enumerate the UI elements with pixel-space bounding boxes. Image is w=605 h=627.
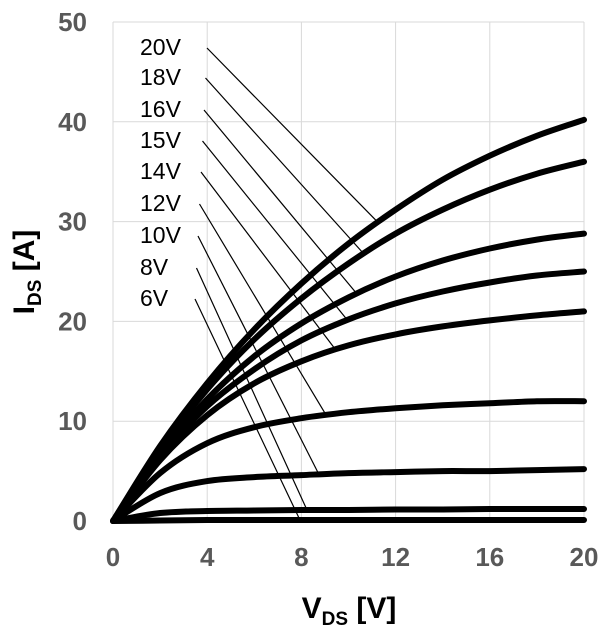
y-tick-label: 10 <box>58 406 87 436</box>
y-tick-label: 30 <box>58 207 87 237</box>
y-axis-title-unit: [A] <box>8 230 41 280</box>
x-tick-label: 12 <box>381 542 410 572</box>
leader-line <box>206 47 378 222</box>
curve-label-8v: 8V <box>140 254 169 280</box>
y-tick-label: 20 <box>58 306 87 336</box>
leader-line <box>197 235 319 473</box>
curve-label-15v: 15V <box>140 127 182 153</box>
x-tick-label: 16 <box>475 542 504 572</box>
curve-layer <box>110 116 587 524</box>
y-axis-title-sub: DS <box>25 280 46 306</box>
curve-12v <box>110 398 587 524</box>
x-axis-title-sub: DS <box>322 609 348 627</box>
y-axis-title-main: I <box>8 306 41 314</box>
curve-label-10v: 10V <box>140 222 182 248</box>
x-tick-label: 8 <box>294 542 308 572</box>
curve-6v <box>110 516 587 524</box>
curve-label-14v: 14V <box>140 158 182 184</box>
leader-line <box>202 140 347 319</box>
curve-label-20v: 20V <box>140 34 182 60</box>
curve-8v <box>110 505 587 524</box>
x-tick-label: 4 <box>200 542 215 572</box>
leader-line <box>194 298 300 519</box>
grid-layer <box>112 21 585 522</box>
y-tick-label: 40 <box>58 107 87 137</box>
y-tick-label: 50 <box>58 7 87 37</box>
curve-18v <box>110 158 587 524</box>
curve-10v <box>110 466 587 524</box>
x-axis-title: VDS [V] <box>302 592 397 627</box>
label-layer: 20V 18V 16V 15V 14V 12V 10V 8V 6V <box>140 34 182 311</box>
curve-14v <box>110 308 587 524</box>
leader-layer <box>194 47 378 519</box>
x-tick-label: 0 <box>106 542 120 572</box>
y-axis-title: IDS [A] <box>8 230 46 315</box>
x-axis-title-main: V <box>302 592 322 625</box>
x-axis-title-unit: [V] <box>348 592 396 625</box>
leader-line <box>205 77 364 253</box>
curve-label-18v: 18V <box>140 64 182 90</box>
curve-label-12v: 12V <box>140 190 182 216</box>
x-tick-label: 20 <box>570 542 599 572</box>
leader-line <box>198 203 326 414</box>
curve-label-16v: 16V <box>140 96 182 122</box>
tick-layer: 0 4 8 12 16 20 0 10 20 30 40 50 <box>58 7 598 572</box>
y-tick-label: 0 <box>73 506 87 536</box>
leader-line <box>200 171 335 349</box>
curve-label-6v: 6V <box>140 285 169 311</box>
leader-line <box>203 109 357 293</box>
curve-15v <box>110 268 587 524</box>
leader-line <box>195 267 307 509</box>
